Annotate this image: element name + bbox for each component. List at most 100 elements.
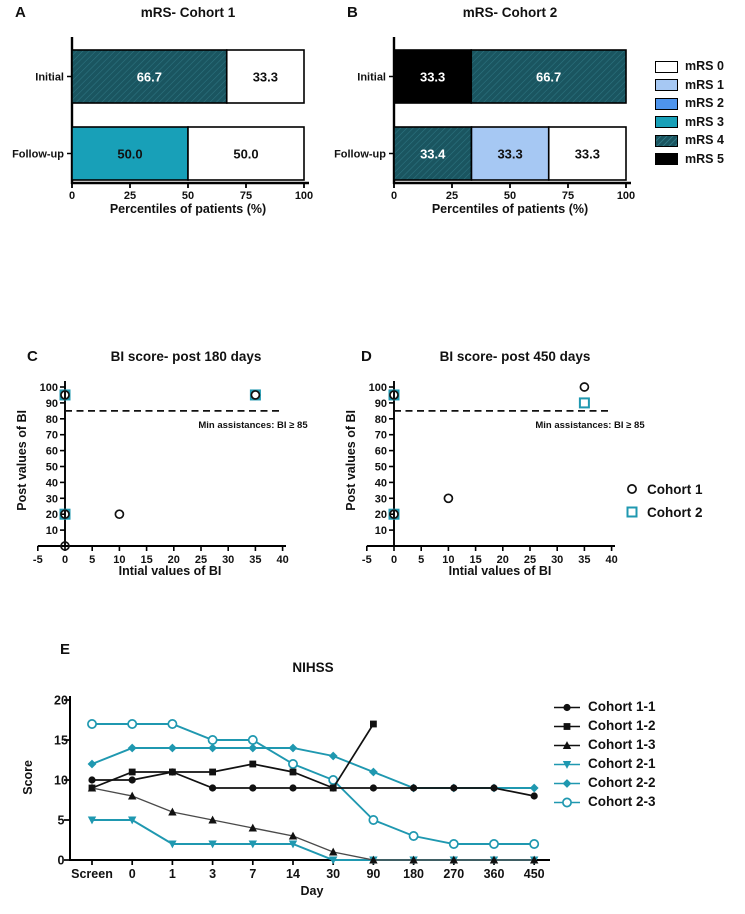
mrs1-swatch bbox=[655, 79, 678, 91]
svg-text:50: 50 bbox=[375, 462, 387, 474]
svg-text:20: 20 bbox=[54, 694, 68, 708]
nihss-legend-item: Cohort 2-2 bbox=[553, 776, 656, 790]
svg-text:360: 360 bbox=[484, 867, 505, 881]
panel-d-xaxis-label: Intial values of BI bbox=[448, 564, 552, 578]
svg-text:30: 30 bbox=[326, 867, 340, 881]
svg-text:0: 0 bbox=[129, 867, 136, 881]
panel-b-title: mRS- Cohort 2 bbox=[462, 5, 558, 20]
svg-text:10: 10 bbox=[375, 525, 387, 537]
nihss-legend-item: Cohort 2-1 bbox=[553, 757, 656, 771]
cohort-legend-label: Cohort 2 bbox=[647, 504, 703, 520]
svg-text:70: 70 bbox=[375, 430, 387, 442]
svg-text:-5: -5 bbox=[362, 554, 372, 566]
svg-text:15: 15 bbox=[54, 734, 68, 748]
svg-text:25: 25 bbox=[195, 554, 207, 566]
mrs-legend-label: mRS 4 bbox=[685, 133, 724, 147]
svg-text:0: 0 bbox=[69, 190, 75, 202]
svg-text:50.0: 50.0 bbox=[117, 146, 142, 161]
nihss-legend-item: Cohort 1-1 bbox=[553, 700, 656, 714]
cohort-legend-item: Cohort 1 bbox=[624, 480, 703, 498]
svg-text:33.4: 33.4 bbox=[420, 146, 446, 161]
svg-text:Initial: Initial bbox=[35, 72, 64, 84]
svg-text:5: 5 bbox=[89, 554, 95, 566]
series-cohort-1 bbox=[60, 390, 261, 551]
panel-c-chart: 10 20 30 40 50 60 70 80 90 100 -5 0 5 10 15 20 25 30 35 40 bbox=[33, 381, 289, 566]
bar-segment bbox=[470, 49, 627, 104]
square-open-marker-icon bbox=[626, 506, 638, 518]
panel-c-threshold-annotation: Min assistances: BI ≥ 85 bbox=[198, 420, 308, 431]
svg-text:30: 30 bbox=[46, 493, 58, 505]
mrs-legend: mRS 0 mRS 1 mRS 2 mRS 3 mRS 4 mRS 5 bbox=[655, 60, 724, 171]
svg-text:33.3: 33.3 bbox=[575, 146, 600, 161]
panel-e-title: NIHSS bbox=[292, 660, 334, 675]
cohort-legend-label: Cohort 1 bbox=[647, 481, 703, 497]
panel-b-label: B bbox=[347, 4, 358, 21]
triangle-down-marker-icon bbox=[554, 760, 580, 769]
svg-text:7: 7 bbox=[249, 867, 256, 881]
panel-e-yaxis-label: Score bbox=[21, 760, 35, 795]
svg-text:-5: -5 bbox=[33, 554, 43, 566]
svg-text:10: 10 bbox=[442, 554, 454, 566]
panel-a-label: A bbox=[15, 4, 26, 21]
panel-d-yaxis-label: Post values of BI bbox=[344, 410, 358, 511]
panel-c-xaxis-label: Intial values of BI bbox=[118, 564, 222, 578]
cohort-legend-item: Cohort 2 bbox=[624, 503, 703, 521]
mrs-legend-label: mRS 0 bbox=[685, 59, 724, 73]
mrs4-swatch bbox=[655, 134, 678, 147]
svg-text:25: 25 bbox=[124, 190, 136, 202]
svg-text:50: 50 bbox=[46, 462, 58, 474]
nihss-legend: Cohort 1-1 Cohort 1-2 Cohort 1-3 Cohort 2-1… bbox=[553, 700, 656, 814]
svg-text:66.7: 66.7 bbox=[137, 69, 162, 84]
svg-text:50: 50 bbox=[504, 190, 516, 202]
svg-text:Follow-up: Follow-up bbox=[334, 149, 386, 161]
panel-d-chart: 10 20 30 40 50 60 70 80 90 100 -5 0 5 10 15 20 25 30 35 40 bbox=[362, 381, 618, 566]
svg-text:33.3: 33.3 bbox=[497, 146, 522, 161]
panel-a-title: mRS- Cohort 1 bbox=[140, 5, 236, 20]
svg-text:15: 15 bbox=[469, 554, 481, 566]
square-marker-icon bbox=[554, 722, 580, 730]
svg-text:40: 40 bbox=[276, 554, 288, 566]
svg-text:14: 14 bbox=[286, 867, 300, 881]
svg-text:50.0: 50.0 bbox=[233, 146, 258, 161]
nihss-legend-label: Cohort 1-2 bbox=[588, 718, 656, 733]
svg-text:10: 10 bbox=[46, 525, 58, 537]
mrs0-swatch bbox=[655, 60, 678, 73]
svg-text:20: 20 bbox=[46, 509, 58, 521]
series-cohort-1-3 bbox=[87, 783, 539, 864]
svg-text:50: 50 bbox=[182, 190, 194, 202]
cohort-legend: Cohort 1 Cohort 2 bbox=[624, 480, 703, 526]
bar-segment bbox=[225, 49, 305, 104]
mrs-legend-label: mRS 5 bbox=[685, 151, 724, 166]
mrs-legend-item: mRS 1 bbox=[655, 78, 724, 92]
panel-c-yaxis-label: Post values of BI bbox=[15, 410, 29, 511]
nihss-legend-label: Cohort 1-1 bbox=[588, 699, 656, 714]
nihss-legend-label: Cohort 2-3 bbox=[588, 794, 656, 809]
svg-text:1: 1 bbox=[169, 867, 176, 881]
svg-text:66.7: 66.7 bbox=[536, 69, 561, 84]
panel-c-label: C bbox=[27, 348, 38, 365]
panel-d-label: D bbox=[361, 348, 372, 365]
svg-text:15: 15 bbox=[140, 554, 152, 566]
svg-text:270: 270 bbox=[443, 867, 464, 881]
svg-text:75: 75 bbox=[240, 190, 252, 202]
diamond-marker-icon bbox=[554, 778, 580, 788]
mrs-legend-label: mRS 3 bbox=[685, 114, 724, 129]
panel-a-chart: 66.7 33.3 Initial 50.0 50.0 Follow-up 0 25 50 75 1… bbox=[12, 37, 313, 202]
svg-text:30: 30 bbox=[375, 493, 387, 505]
svg-text:40: 40 bbox=[46, 477, 58, 489]
svg-text:450: 450 bbox=[524, 867, 545, 881]
series-cohort-2 bbox=[59, 389, 261, 520]
svg-text:5: 5 bbox=[418, 554, 424, 566]
svg-text:40: 40 bbox=[375, 477, 387, 489]
svg-text:20: 20 bbox=[375, 509, 387, 521]
panel-e-label: E bbox=[60, 641, 71, 658]
svg-text:33.3: 33.3 bbox=[420, 69, 445, 84]
mrs-legend-item: mRS 2 bbox=[655, 97, 724, 110]
svg-text:40: 40 bbox=[605, 554, 617, 566]
mrs3-swatch bbox=[655, 116, 678, 128]
svg-text:90: 90 bbox=[375, 398, 387, 410]
svg-text:Initial: Initial bbox=[357, 72, 386, 84]
svg-text:70: 70 bbox=[46, 430, 58, 442]
series-cohort-2 bbox=[388, 389, 590, 520]
circle-marker-icon bbox=[554, 703, 580, 711]
